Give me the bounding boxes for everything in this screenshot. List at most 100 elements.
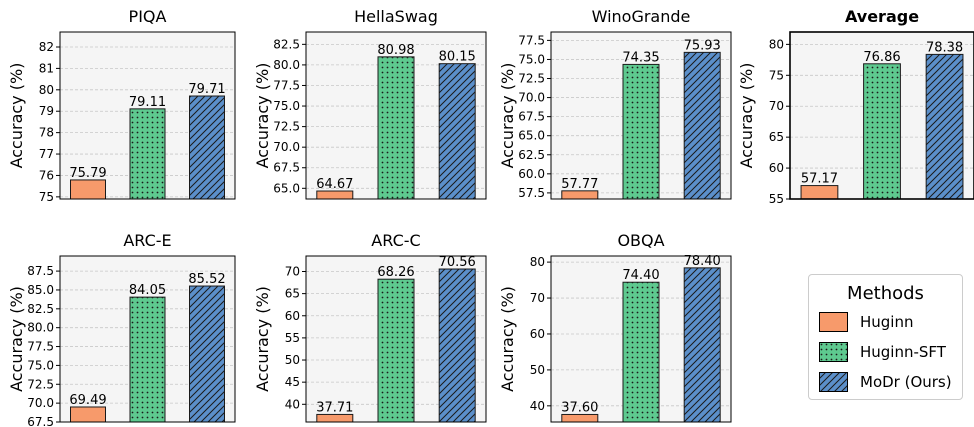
bar-modr	[683, 51, 721, 200]
bar-modr	[438, 268, 476, 423]
y-tick-label: 67.5	[273, 161, 300, 175]
chart-title: OBQA	[617, 231, 664, 250]
data-label: 37.60	[561, 400, 598, 415]
y-axis-label: Accuracy (%)	[498, 286, 517, 392]
y-tick-label: 80.0	[27, 321, 54, 335]
y-tick-label: 75	[39, 190, 54, 204]
bar-huginn	[70, 406, 106, 423]
y-tick-label: 70.0	[518, 91, 545, 105]
data-label: 80.15	[439, 50, 476, 65]
y-tick-label: 50	[530, 363, 545, 377]
chart-title: HellaSwag	[354, 7, 438, 26]
y-tick-label: 67.5	[27, 415, 54, 427]
y-tick-label: 70	[769, 99, 784, 113]
bar-huginn	[561, 413, 599, 423]
bar-modr	[189, 95, 225, 200]
y-tick-label: 70	[530, 291, 545, 305]
bar-modr	[925, 53, 964, 200]
y-tick-label: 87.5	[27, 264, 54, 278]
y-tick-label: 65	[769, 130, 784, 144]
panel-obqa: 40 50 60 70 80 37.60 74.40 78.40 OBQA Accuracy (%…	[498, 231, 732, 423]
y-tick-label: 65.0	[518, 129, 545, 143]
legend-label-huginn-sft: Huginn-SFT	[860, 343, 946, 361]
bar-modr	[683, 267, 721, 423]
y-axis-label: Accuracy (%)	[7, 286, 26, 392]
y-tick-label: 60	[769, 161, 784, 175]
y-tick-label: 60	[530, 327, 545, 341]
y-tick-label: 45	[285, 375, 300, 389]
y-tick-label: 82	[39, 40, 54, 54]
data-label: 57.17	[801, 172, 838, 187]
y-tick-label: 76	[39, 168, 54, 182]
bar-huginn	[316, 190, 354, 200]
data-label: 76.86	[863, 50, 900, 65]
bar-huginn	[800, 185, 839, 200]
y-tick-label: 40	[530, 399, 545, 413]
bar-modr	[438, 63, 476, 200]
panel-average: 55 60 65 70 75 80 57.17 76.86 78.38 Average Accura…	[737, 7, 974, 206]
data-label: 37.71	[316, 400, 353, 415]
y-tick-label: 80	[530, 255, 545, 269]
y-tick-label: 60	[285, 309, 300, 323]
legend-item-huginn-sft: Huginn-SFT	[819, 340, 946, 364]
bar-huginn-sft	[622, 281, 660, 423]
legend-swatch-huginn	[819, 312, 848, 332]
y-axis-label: Accuracy (%)	[253, 63, 272, 169]
y-tick-label: 78	[39, 126, 54, 140]
data-label: 78.38	[926, 40, 963, 55]
legend-swatch-modr	[819, 372, 848, 392]
data-label: 84.05	[129, 283, 166, 298]
y-tick-label: 80	[769, 37, 784, 51]
y-tick-label: 77.5	[27, 340, 54, 354]
y-tick-label: 50	[285, 353, 300, 367]
y-tick-label: 65.0	[273, 181, 300, 195]
legend-item-modr: MoDr (Ours)	[819, 370, 952, 394]
data-label: 57.77	[561, 177, 598, 192]
y-tick-label: 70.0	[273, 140, 300, 154]
y-tick-label: 57.5	[518, 186, 545, 200]
data-label: 75.79	[69, 166, 106, 181]
bar-huginn	[561, 190, 599, 200]
y-tick-label: 70	[285, 264, 300, 278]
chart-title: Average	[845, 7, 919, 26]
bar-huginn-sft	[129, 296, 166, 423]
y-axis-label: Accuracy (%)	[253, 286, 272, 392]
y-tick-label: 60.0	[518, 167, 545, 181]
y-tick-label: 62.5	[518, 148, 545, 162]
panel-arc-c: 40 45 50 55 60 65 70 37.71 68.26 70.56 ARC-C Accura…	[253, 231, 487, 423]
bar-huginn-sft	[377, 278, 415, 423]
data-label: 79.71	[188, 82, 225, 97]
data-label: 75.93	[684, 38, 721, 53]
legend-swatch-huginn-sft	[819, 342, 848, 362]
y-tick-label: 77.5	[273, 78, 300, 92]
y-tick-label: 55	[769, 192, 784, 206]
data-label: 69.49	[69, 393, 106, 408]
y-tick-label: 80	[39, 83, 54, 97]
bar-huginn-sft	[129, 108, 166, 200]
data-label: 74.40	[622, 268, 659, 283]
y-tick-label: 80.0	[273, 58, 300, 72]
y-tick-label: 75.0	[27, 358, 54, 372]
data-label: 74.35	[622, 50, 659, 65]
bar-huginn	[316, 413, 354, 423]
plot-frame	[305, 255, 487, 423]
y-tick-label: 70.0	[27, 396, 54, 410]
data-label: 70.56	[439, 255, 476, 270]
y-tick-label: 67.5	[518, 110, 545, 124]
legend-label-modr: MoDr (Ours)	[860, 373, 952, 391]
y-tick-label: 72.5	[27, 377, 54, 391]
y-tick-label: 72.5	[273, 120, 300, 134]
plot-frame	[550, 31, 732, 200]
y-tick-label: 77	[39, 147, 54, 161]
data-label: 68.26	[377, 265, 414, 280]
y-tick-label: 82.5	[27, 302, 54, 316]
legend-title: Methods	[847, 283, 924, 304]
bar-huginn-sft	[377, 56, 415, 200]
y-tick-label: 55	[285, 331, 300, 345]
data-label: 85.52	[188, 272, 225, 287]
plot-frame	[550, 255, 732, 423]
y-tick-label: 75	[769, 68, 784, 82]
plot-frame	[59, 255, 236, 423]
data-label: 64.67	[316, 177, 353, 192]
